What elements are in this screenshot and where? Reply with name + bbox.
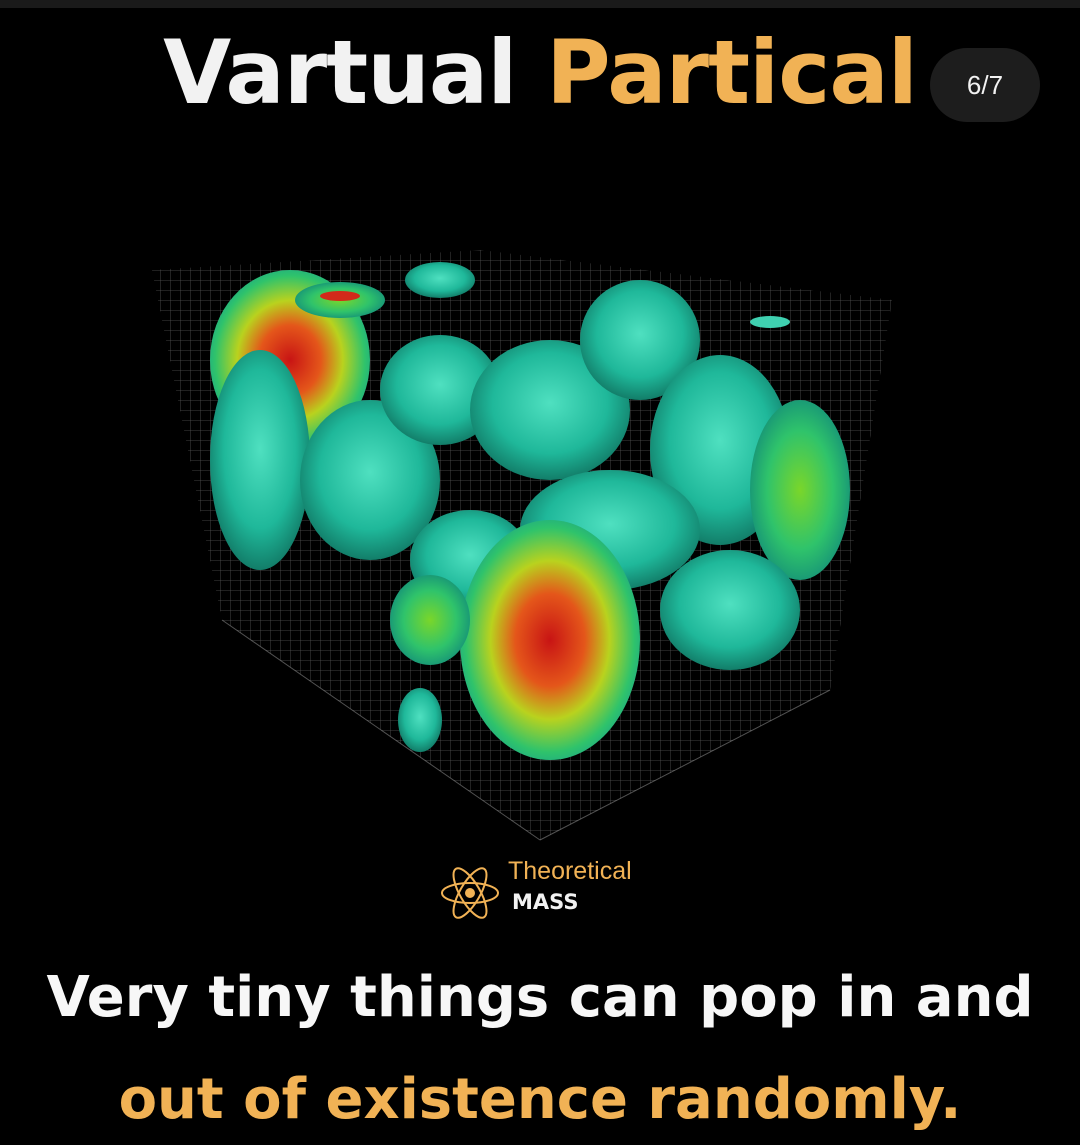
top-divider [0,0,1080,8]
brand-logo: Theoretical MASS [438,855,668,925]
title-word-2: Partical [546,21,918,124]
isosurface-cube-visual [152,250,892,841]
caption-line-2: out of existence randomly. [118,1067,962,1132]
atom-icon [441,867,499,919]
title-word-1: Vartual [163,21,517,124]
brand-name-line1: Theoretical [508,857,632,885]
caption-line-1: Very tiny things can pop in and [46,965,1034,1030]
caption: Very tiny things can pop in and out of e… [0,958,1080,1140]
page-title: Vartual Partical [0,18,1080,128]
brand-name-line2: MASS [512,890,579,914]
page-counter-badge: 6/7 [930,48,1040,122]
